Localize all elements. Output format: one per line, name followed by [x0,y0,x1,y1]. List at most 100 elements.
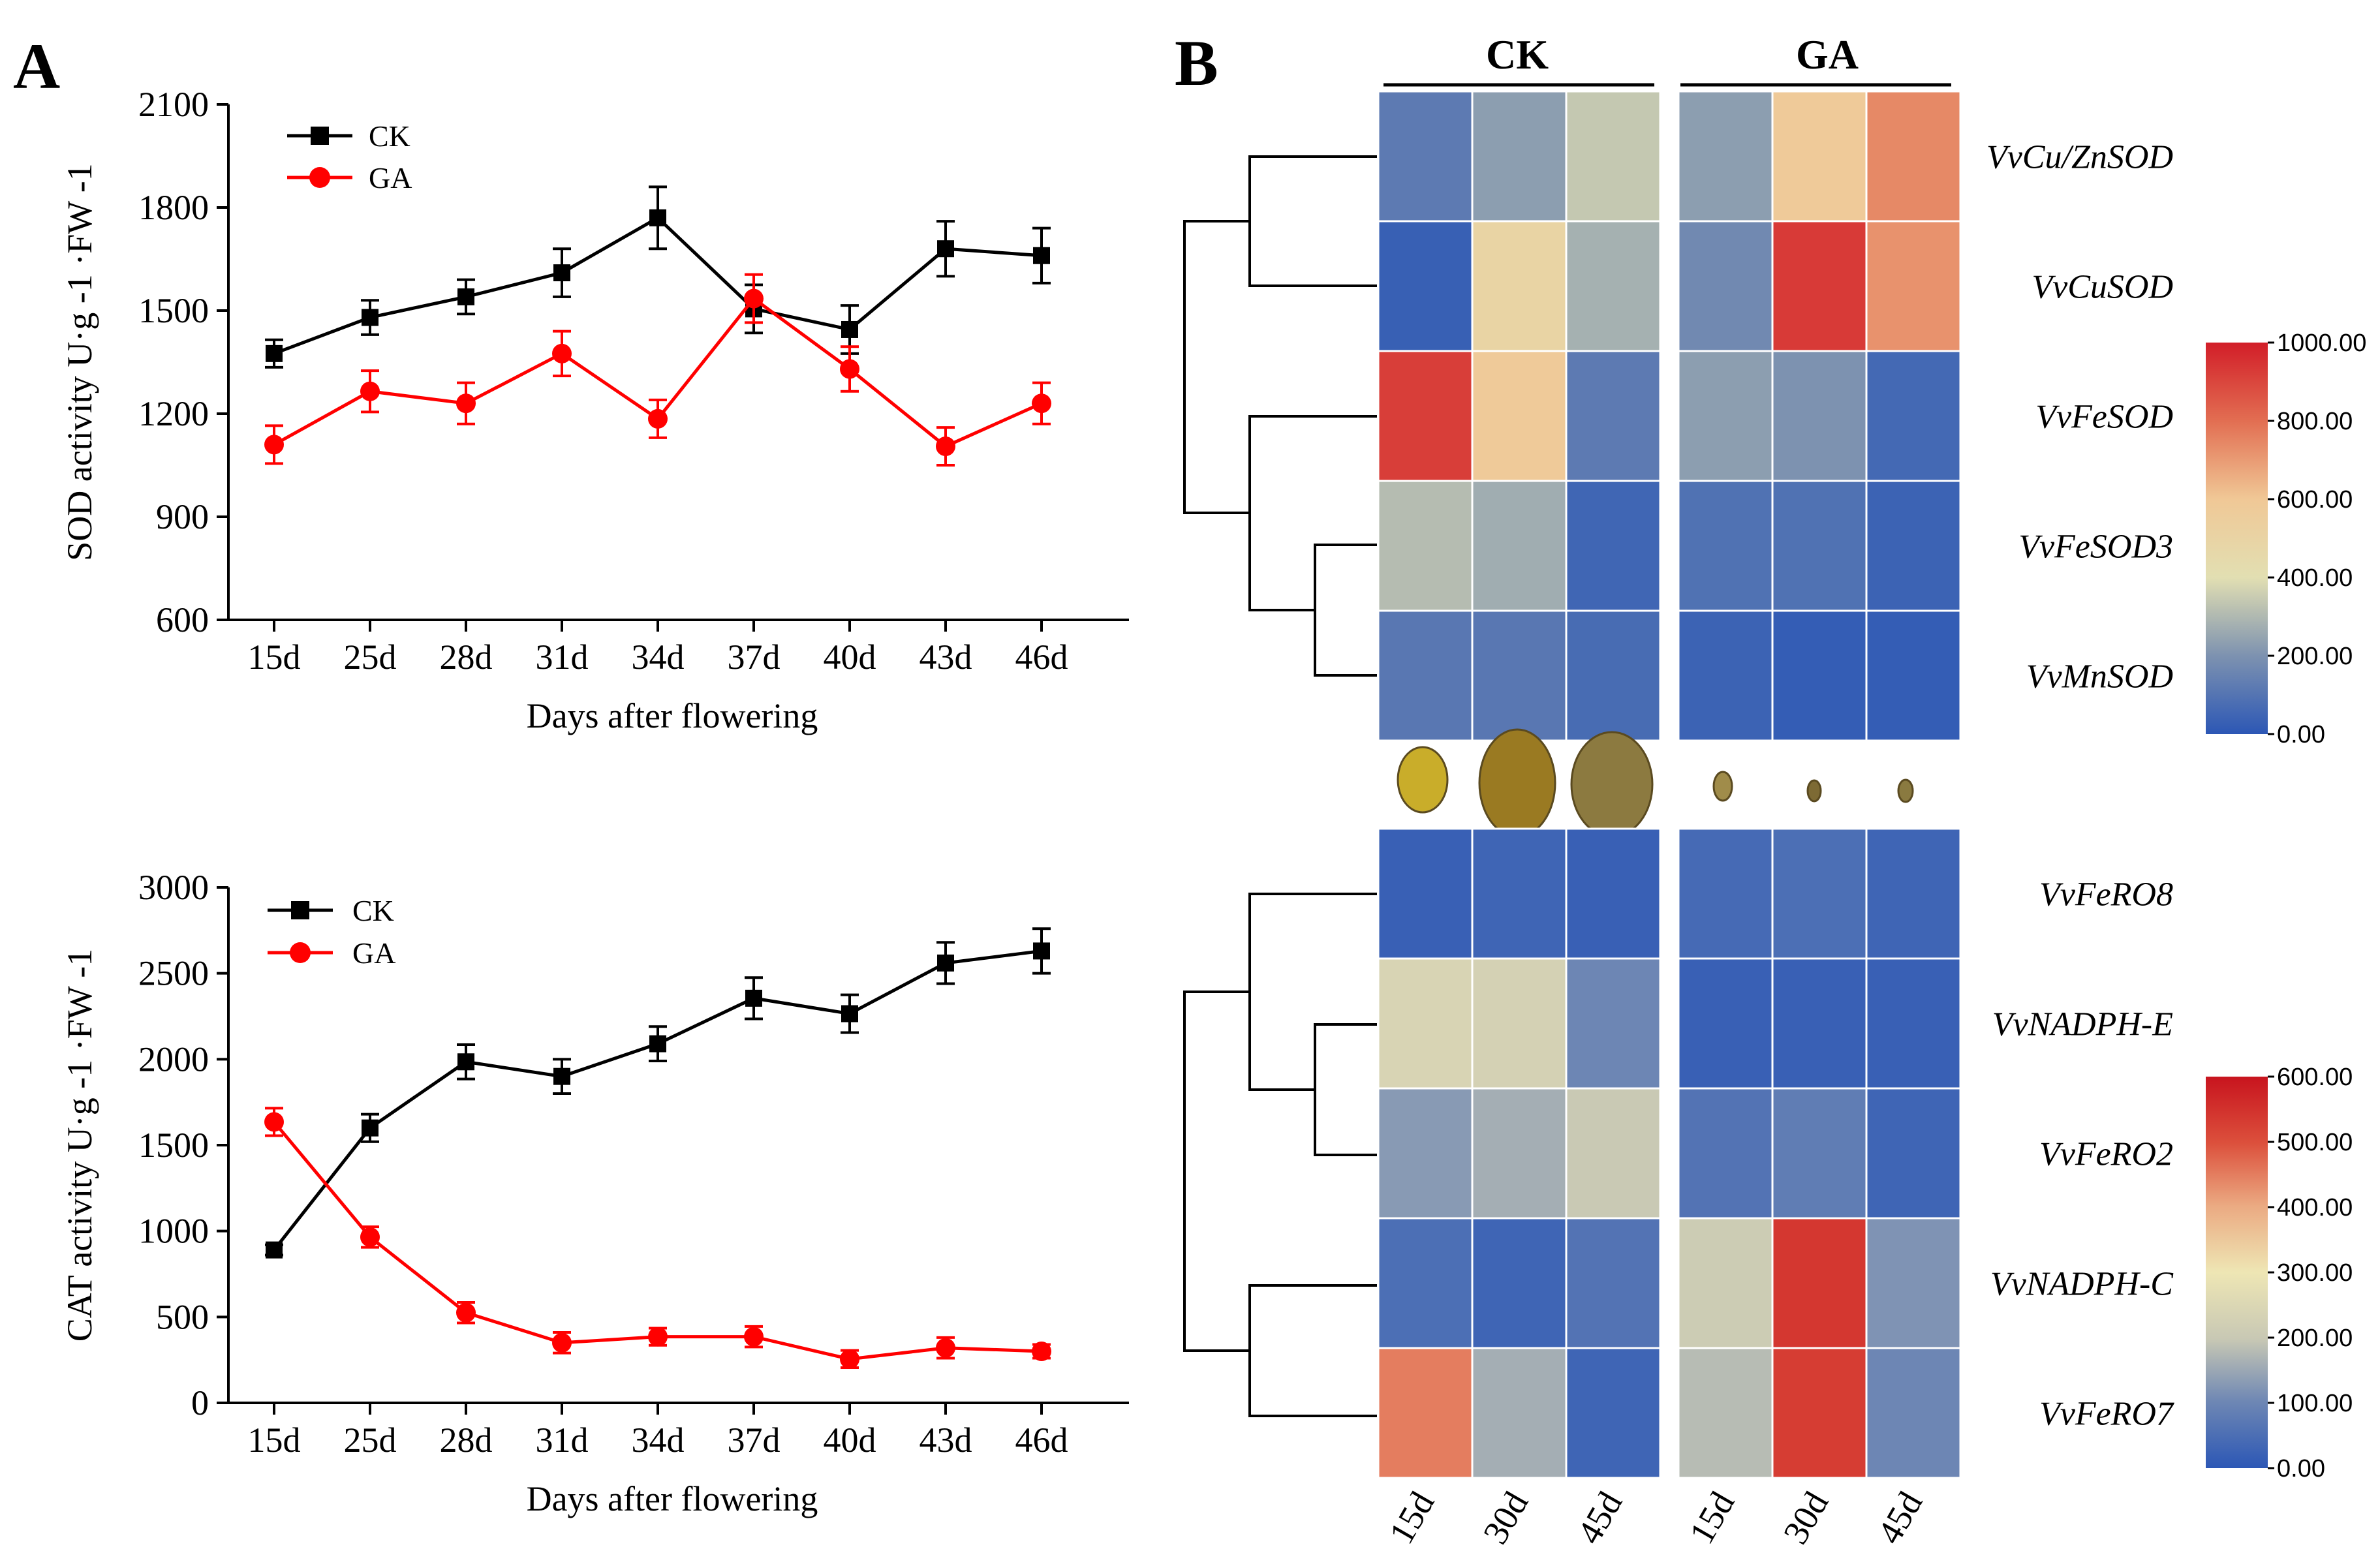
dendrogram-top-branch-2 [1314,544,1377,677]
heatmap-cell [1565,1087,1661,1220]
heatmap-cell [1471,90,1568,223]
heatmap-cell [1471,609,1568,742]
heatmap-cell [1471,480,1568,612]
heatmap-row-label: VvMnSOD [2026,658,2173,696]
colorbar-tick-label: 1000.00 [2277,330,2366,357]
dendrogram-top [1183,155,1377,677]
heatmap-cell [1865,90,1962,223]
heatmap-cell [1677,1087,1774,1220]
heatmap-cell [1471,220,1568,352]
colorbar-tick-label: 100.00 [2277,1390,2353,1417]
group-label-ga: GA [1796,31,1859,78]
cat-x-tick-label: 15d [248,1420,301,1460]
colorbar-tick-label: 300.00 [2277,1259,2353,1287]
heatmap-row-label: VvNADPH-E [1992,1006,2173,1043]
group-label-ck: CK [1486,31,1549,78]
cat-ga-point [744,1327,764,1347]
cat-legend-ga-label: GA [352,936,395,970]
heatmap-cell [1677,220,1774,352]
dendrogram-bottom [1183,893,1377,1417]
heatmap-cell [1677,1347,1774,1479]
heatmap-cell [1771,1217,1868,1349]
sod-ck-point [1033,247,1050,264]
cat-x-axis-label: Days after flowering [527,1479,818,1518]
heatmap-row-label: VvFeSOD3 [2018,529,2173,566]
heatmap-cell [1377,220,1474,352]
colorbar-tick-label: 400.00 [2277,1194,2353,1221]
cat-y-tick-label: 1500 [138,1126,209,1165]
cat-x-tick-label: 31d [536,1420,589,1460]
cat-x-tick-label: 28d [440,1420,493,1460]
sod-x-tick-label: 15d [248,637,301,677]
heatmap-top: VvCu/ZnSODVvCuSODVvFeSODVvFeSOD3VvMnSOD … [1183,90,2366,748]
cat-ck-point [553,1067,570,1085]
colorbar-tick-label: 0.00 [2277,1455,2325,1482]
heatmap-cell [1771,220,1868,352]
dendrogram-top-branch-4 [1183,220,1250,514]
cat-ck-point [362,1119,379,1137]
dendrogram-bottom-branch-4 [1183,990,1250,1352]
cat-ck-point [266,1241,283,1259]
heatmap-cell [1771,1087,1868,1220]
heatmap-cell [1771,1347,1868,1479]
cat-x-tick-label: 43d [920,1420,972,1460]
cat-ck-point [841,1005,858,1022]
heatmap-cell [1677,480,1774,612]
panel-label-a: A [13,30,60,102]
heatmap-row-label: VvFeSOD [2035,399,2173,436]
heatmap-column-label: 30d [1476,1485,1536,1550]
sod-legend-ga-label: GA [369,161,412,194]
sod-ck-point [841,320,858,338]
heatmap-column-label: 30d [1776,1485,1836,1550]
heatmap-cell [1677,827,1774,960]
heatmap-cell [1471,957,1568,1090]
sod-x-tick-label: 34d [632,637,685,677]
cat-ga-point [840,1349,859,1369]
cat-y-tick-label: 2000 [138,1039,209,1079]
cat-y-tick-label: 1000 [138,1212,209,1251]
heatmap-cell [1677,90,1774,223]
heatmap-cell [1865,957,1962,1090]
heatmap-row-label: VvFeRO8 [2039,876,2173,914]
fruit-ck-30d [1478,728,1556,838]
fruit-ck-15d [1397,746,1449,814]
sod-ga-point [552,343,572,363]
cat-ga-point [648,1327,668,1347]
cat-ga-point [264,1112,284,1132]
sod-legend: CK GA [287,119,412,194]
heatmap-cell [1677,957,1774,1090]
fruit-ga-15d [1712,771,1733,802]
sod-x-tick-label: 31d [536,637,589,677]
sod-x-tick-label: 46d [1015,637,1068,677]
cat-legend-ga-marker [290,942,311,963]
heatmap-cell [1865,480,1962,612]
colorbar [2206,1077,2268,1468]
cat-legend-ck-marker [291,901,309,919]
cat-y-tick-label: 0 [191,1383,209,1422]
sod-ga-point [648,408,668,429]
heatmap-cell [1677,609,1774,742]
sod-legend-ck-label: CK [369,119,410,153]
cat-x-tick-label: 40d [824,1420,876,1460]
heatmap-row-label: VvCuSOD [2032,269,2173,306]
cat-x-tick-label: 37d [728,1420,780,1460]
heatmap-bottom: VvFeRO8VvNADPH-EVvFeRO2VvNADPH-CVvFeRO7 … [1183,827,2353,1550]
heatmap-cell [1771,957,1868,1090]
heatmap-cell [1771,90,1868,223]
heatmap-cell [1471,350,1568,482]
cat-ck-point [1033,942,1050,960]
heatmap-column-label: 15d [1382,1485,1442,1550]
heatmap-cell [1865,1347,1962,1479]
sod-ga-point [264,435,284,455]
sod-ck-point [937,240,954,258]
heatmap-row-label: VvCu/ZnSOD [1986,139,2173,176]
fruit-images [1397,728,1914,838]
heatmap-cell [1771,480,1868,612]
cat-x-tick-label: 34d [632,1420,685,1460]
sod-y-tick-label: 2100 [138,85,209,124]
heatmap-cell [1565,1217,1661,1349]
dendrogram-top-branch-3 [1248,415,1377,611]
colorbar-tick-label: 600.00 [2277,1064,2353,1091]
cat-legend-ck-label: CK [352,894,394,927]
